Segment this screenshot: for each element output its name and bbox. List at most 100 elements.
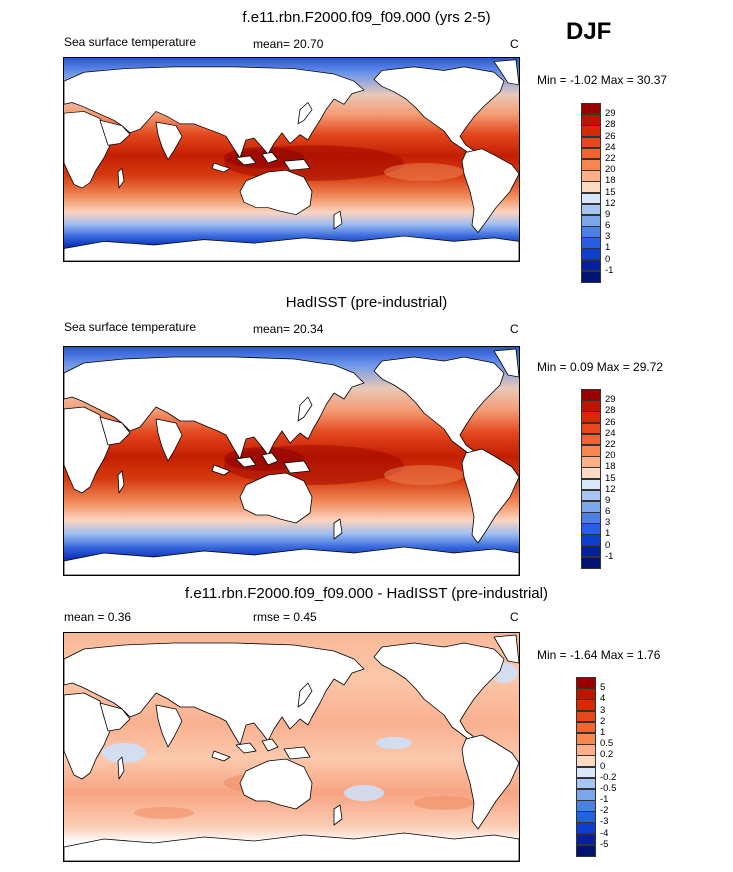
colorbar-cell <box>581 248 601 261</box>
colorbar-label: 24 <box>605 427 616 439</box>
colorbar-label: 28 <box>605 119 616 131</box>
colorbar-cell <box>581 226 601 238</box>
colorbar-cell <box>581 158 601 171</box>
colorbar-label: 12 <box>605 197 616 209</box>
panel2-mean: mean= 20.34 <box>253 322 324 336</box>
colorbar-label: 0.2 <box>600 749 614 761</box>
colorbar-label: 20 <box>605 164 616 176</box>
colorbar-cell <box>581 389 601 401</box>
colorbar-cell <box>581 170 601 182</box>
colorbar-cell <box>581 400 601 412</box>
colorbar-label: -0.5 <box>600 782 617 794</box>
panel3-minmax: Min = -1.64 Max = 1.76 <box>537 648 661 662</box>
colorbar-cell <box>576 710 596 723</box>
colorbar-label: 0.5 <box>600 738 614 750</box>
colorbar-label: -5 <box>600 838 609 850</box>
colorbar-label: 1 <box>605 242 611 254</box>
colorbar-cell <box>576 777 596 790</box>
colorbar-cell <box>581 534 601 547</box>
colorbar-cell <box>576 699 596 712</box>
colorbar-label: 9 <box>605 208 611 220</box>
colorbar-label: 0 <box>605 253 611 265</box>
colorbar-cell <box>581 478 601 491</box>
colorbar-label: -3 <box>600 816 609 828</box>
colorbar-cell <box>581 147 601 160</box>
colorbar-label: 20 <box>605 450 616 462</box>
colorbar-cell <box>581 270 601 283</box>
colorbar-label: -1 <box>605 264 614 276</box>
colorbar-cell <box>581 192 601 205</box>
colorbar-cell <box>576 822 596 835</box>
panel2-map <box>63 346 520 576</box>
panel3-map <box>63 632 520 862</box>
colorbar-cell <box>581 181 601 193</box>
panel1-title: f.e11.rbn.F2000.f09_f09.000 (yrs 2-5) <box>242 9 491 26</box>
colorbar-cell <box>576 677 596 689</box>
panel1-colorbar: 29 28 26 24 22 20 18 15 12 9 6 3 1 0 -1 <box>581 103 616 283</box>
colorbar-label: 0 <box>605 539 611 551</box>
colorbar-label: 6 <box>605 506 611 518</box>
colorbar-label: 29 <box>605 394 616 406</box>
panel2-title: HadISST (pre-industrial) <box>285 294 448 311</box>
colorbar-label: 12 <box>605 483 616 495</box>
colorbar-label: 15 <box>605 186 616 198</box>
map-plot <box>64 58 519 261</box>
colorbar-cell <box>581 422 601 435</box>
colorbar-label: -4 <box>600 827 609 839</box>
colorbar-label: 3 <box>600 704 606 716</box>
colorbar-cell <box>576 744 596 756</box>
panel1-units: C <box>510 37 519 51</box>
colorbar-cell <box>581 411 601 424</box>
colorbar-cell <box>576 688 596 700</box>
colorbar-label: 0 <box>600 760 606 772</box>
colorbar-cell <box>581 114 601 126</box>
colorbar-label: 18 <box>605 175 616 187</box>
colorbar-label: 15 <box>605 472 616 484</box>
colorbar-cell <box>581 136 601 149</box>
colorbar-label: 1 <box>605 528 611 540</box>
colorbar-label: 3 <box>605 517 611 529</box>
colorbar-label: 22 <box>605 438 616 450</box>
colorbar-cell <box>581 523 601 535</box>
colorbar-label: -0.2 <box>600 771 617 783</box>
colorbar-label: 3 <box>605 231 611 243</box>
map-plot <box>64 633 519 861</box>
panel1-minmax: Min = -1.02 Max = 30.37 <box>537 73 668 87</box>
colorbar-label: 2 <box>600 715 606 727</box>
map-plot <box>64 347 519 575</box>
colorbar-cell <box>581 237 601 249</box>
colorbar-cell <box>581 103 601 115</box>
panel1-mean: mean= 20.70 <box>253 37 324 51</box>
colorbar-cell <box>581 214 601 227</box>
colorbar-cell <box>576 811 596 823</box>
colorbar-label: 18 <box>605 461 616 473</box>
panel3-units: C <box>510 610 519 624</box>
colorbar-cell <box>581 203 601 216</box>
panel3-mean: mean = 0.36 <box>64 610 132 624</box>
colorbar-cell <box>581 433 601 446</box>
colorbar-cell <box>581 500 601 513</box>
colorbar-label: -2 <box>600 805 609 817</box>
colorbar-cell <box>581 556 601 569</box>
panel3-colorbar: 5 4 3 2 1 0.5 0.2 0 -0.2 -0.5 -1 -2 -3 -4 -5 <box>576 677 616 857</box>
panel2-minmax: Min = 0.09 Max = 29.72 <box>537 360 664 374</box>
colorbar-cell <box>576 833 596 846</box>
colorbar-cell <box>576 844 596 857</box>
colorbar-cell <box>581 489 601 502</box>
panel2-colorbar: 29 28 26 24 22 20 18 15 12 9 6 3 1 0 -1 <box>581 389 616 569</box>
panel3-rmse: rmse = 0.45 <box>253 610 317 624</box>
colorbar-cell <box>581 444 601 457</box>
season-label: DJF <box>566 18 612 45</box>
colorbar-cell <box>581 512 601 524</box>
colorbar-label: 29 <box>605 108 616 120</box>
colorbar-cell <box>576 800 596 812</box>
colorbar-cell <box>576 766 596 779</box>
panel2-variable-label: Sea surface temperature <box>64 320 197 334</box>
colorbar-label: 26 <box>605 416 616 428</box>
colorbar-cell <box>576 755 596 767</box>
colorbar-label: -1 <box>605 550 614 562</box>
colorbar-label: 28 <box>605 405 616 417</box>
colorbar-cell <box>581 456 601 468</box>
colorbar-cell <box>581 259 601 272</box>
colorbar-label: 22 <box>605 152 616 164</box>
